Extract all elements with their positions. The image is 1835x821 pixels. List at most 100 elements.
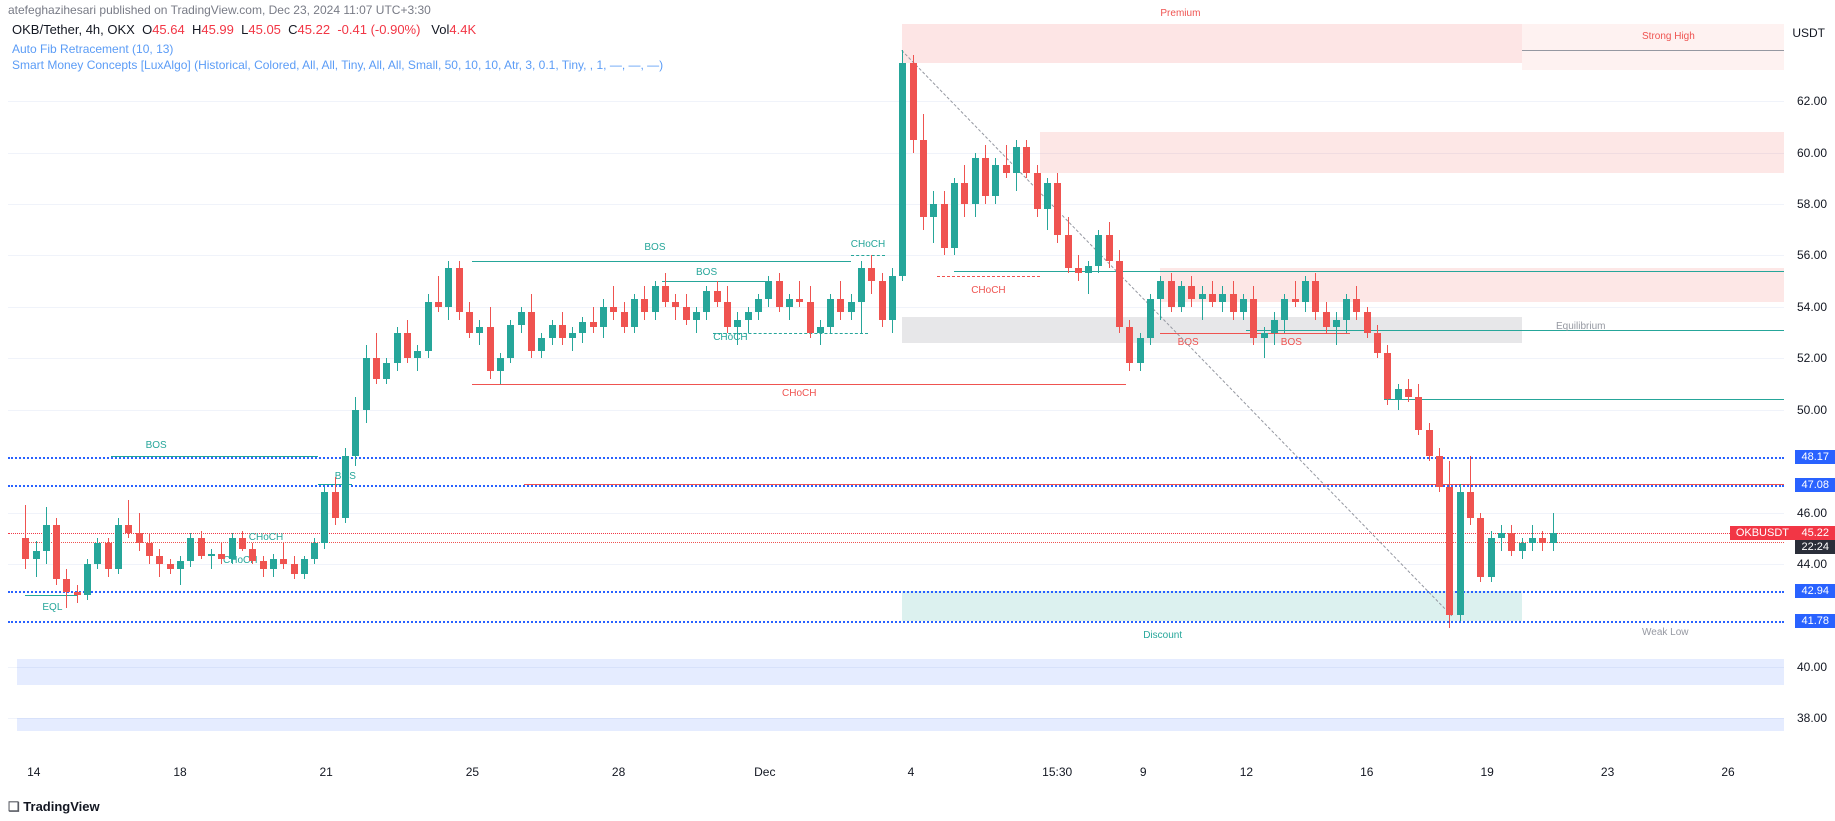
candle [1550,513,1557,551]
smc-label: CHoCH [782,388,816,399]
symbol-badge: OKBUSDT [1730,526,1795,540]
candle [1003,145,1010,178]
candle [1250,286,1257,345]
zone-premium-top [902,24,1521,63]
candle [1508,525,1515,556]
smc-label: Discount [1143,630,1182,641]
xtick-label: 28 [612,765,625,779]
candle [105,538,112,577]
candle [363,345,370,422]
ytick-label: 44.00 [1797,557,1827,571]
smc-label: BOS [696,267,717,278]
xtick-label: 12 [1240,765,1253,779]
candle [528,294,535,358]
candle [703,286,710,319]
candle [1292,281,1299,307]
candle [1384,345,1391,404]
candle [1013,140,1020,191]
smc-line-strong-high [1522,50,1784,51]
candle [1323,302,1330,333]
zone-discount [902,591,1521,621]
smc-line-bos-upper [472,261,850,262]
candle [404,320,411,364]
candle [693,307,700,333]
candle [1467,456,1474,525]
candle [1126,320,1133,371]
candle [941,191,948,255]
candle [280,543,287,569]
smc-label: Weak Low [1642,627,1689,638]
candle [868,255,875,294]
ytick-label: 50.00 [1797,403,1827,417]
candle [187,533,194,566]
candle [734,312,741,345]
smc-label: CHoCH [971,285,1005,296]
xtick-label: 4 [908,765,915,779]
yaxis-unit: USDT [1792,26,1825,40]
candle [74,585,81,603]
candle [311,538,318,564]
candle [1023,140,1030,179]
candle [1302,276,1309,312]
xtick-label: 26 [1721,765,1734,779]
zone-blue-1 [17,659,1784,685]
candle [414,345,421,371]
candle [776,273,783,312]
candle [136,513,143,552]
candle [1085,261,1092,294]
candle [755,294,762,320]
candle [920,114,927,230]
candle [796,281,803,307]
candle [590,307,597,333]
candle [961,165,968,216]
candle [373,333,380,384]
chart-area[interactable]: BOSEQLBOSCHoCHCHoCHBOSCHoCHBOSCHoCHCHoCH… [0,24,1790,744]
smc-label: BOS [1281,337,1302,348]
candle [549,320,556,346]
candle [1106,222,1113,268]
candle [198,531,205,559]
candle [1395,384,1402,410]
ytick-label: 56.00 [1797,248,1827,262]
smc-line-choch-red-1 [937,276,1040,277]
candle [218,543,225,564]
candle [1240,294,1247,320]
candle [301,556,308,579]
xtick-label: 18 [173,765,186,779]
candle [352,397,359,466]
candle [972,153,979,217]
candle [1446,461,1453,628]
candle [1426,423,1433,462]
publisher-line: atefeghazihesari published on TradingVie… [8,3,431,17]
candle [1436,448,1443,492]
candle [1178,281,1185,312]
candle [1364,307,1371,338]
candle [1034,165,1041,216]
price-badge: 45.22 [1795,526,1835,540]
price-badge: 48.17 [1795,450,1835,464]
candle [848,294,855,320]
candle [332,477,339,526]
candle [1199,286,1206,319]
candle [621,302,628,333]
xtick-label: 14 [27,765,40,779]
gridline [8,255,1784,256]
candle [858,261,865,333]
fib-line [8,457,1784,459]
candle [84,559,91,600]
candle [672,294,679,320]
candle [1137,333,1144,372]
zone-blue-2 [17,718,1784,731]
smc-label: BOS [146,440,167,451]
ytick-label: 62.00 [1797,94,1827,108]
candle [1219,286,1226,312]
candle [1147,294,1154,345]
xtick-label: 15:30 [1042,765,1072,779]
candle [817,320,824,346]
candle [156,549,163,577]
candle [43,507,50,564]
candle [1168,273,1175,312]
candle [837,281,844,320]
candle [786,294,793,320]
candle [115,518,122,575]
